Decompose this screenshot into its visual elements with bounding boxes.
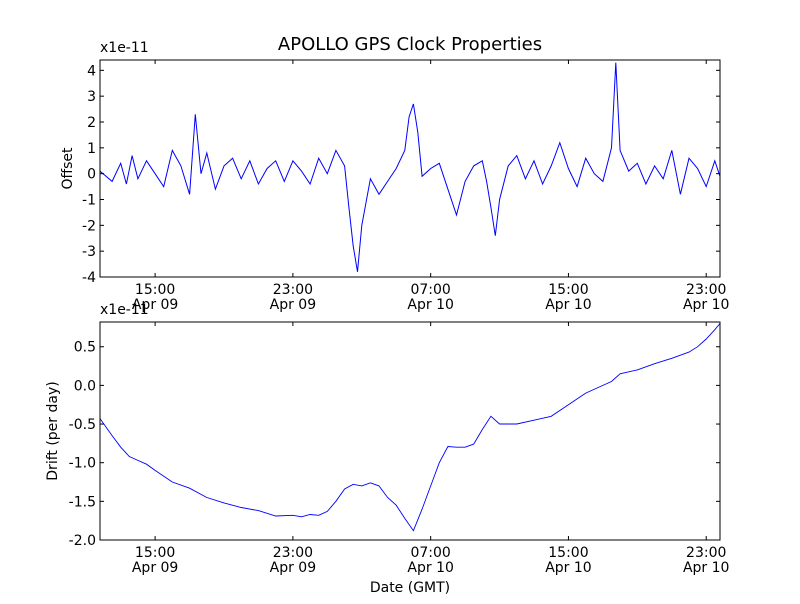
x-tick-date: Apr 10 (545, 297, 591, 313)
y-tick-label: -2 (82, 218, 96, 234)
x-tick-time: 23:00 (273, 545, 313, 561)
y-tick-label: 4 (87, 63, 96, 79)
x-tick-time: 07:00 (410, 282, 450, 298)
x-tick-time: 15:00 (135, 545, 175, 561)
x-tick-date: Apr 10 (407, 297, 453, 313)
x-tick-time: 07:00 (410, 545, 450, 561)
x-tick-date: Apr 10 (407, 560, 453, 576)
y-tick-label: -0.5 (69, 417, 96, 433)
x-tick-date: Apr 09 (132, 560, 178, 576)
x-tick-date: Apr 10 (683, 560, 729, 576)
x-tick-time: 23:00 (686, 282, 726, 298)
y-tick-label: 3 (87, 89, 96, 105)
x-tick-time: 15:00 (548, 282, 588, 298)
y-tick-label: -1.0 (69, 456, 96, 472)
y-multiplier: x1e-11 (100, 302, 149, 318)
y-tick-label: 0.0 (74, 378, 96, 394)
chart-title: APOLLO GPS Clock Properties (278, 34, 542, 55)
series-line-0 (99, 62, 721, 272)
plot-frame (99, 59, 721, 278)
x-tick-time: 23:00 (686, 545, 726, 561)
x-tick-time: 15:00 (135, 282, 175, 298)
x-tick-date: Apr 10 (545, 560, 591, 576)
x-tick-date: Apr 09 (132, 297, 178, 313)
x-tick-time: 15:00 (548, 545, 588, 561)
y-axis-label: Drift (per day) (45, 381, 61, 480)
x-axis-label: Date (GMT) (370, 580, 450, 596)
series-line-0 (99, 323, 721, 532)
plot-frame (99, 321, 721, 541)
x-tick-date: Apr 09 (270, 560, 316, 576)
y-tick-label: -1.5 (69, 494, 96, 510)
y-tick-label: -4 (82, 270, 96, 286)
y-tick-label: 0.5 (74, 340, 96, 356)
y-tick-label: -2.0 (69, 533, 96, 549)
y-tick-label: -1 (82, 193, 96, 209)
y-tick-label: 2 (87, 115, 96, 131)
y-tick-label: 1 (87, 141, 96, 157)
y-multiplier: x1e-11 (100, 40, 149, 56)
y-axis-label: Offset (60, 147, 76, 190)
x-tick-date: Apr 10 (683, 297, 729, 313)
y-tick-label: 0 (87, 167, 96, 183)
x-tick-time: 23:00 (273, 282, 313, 298)
x-tick-date: Apr 09 (270, 297, 316, 313)
y-tick-label: -3 (82, 244, 96, 260)
